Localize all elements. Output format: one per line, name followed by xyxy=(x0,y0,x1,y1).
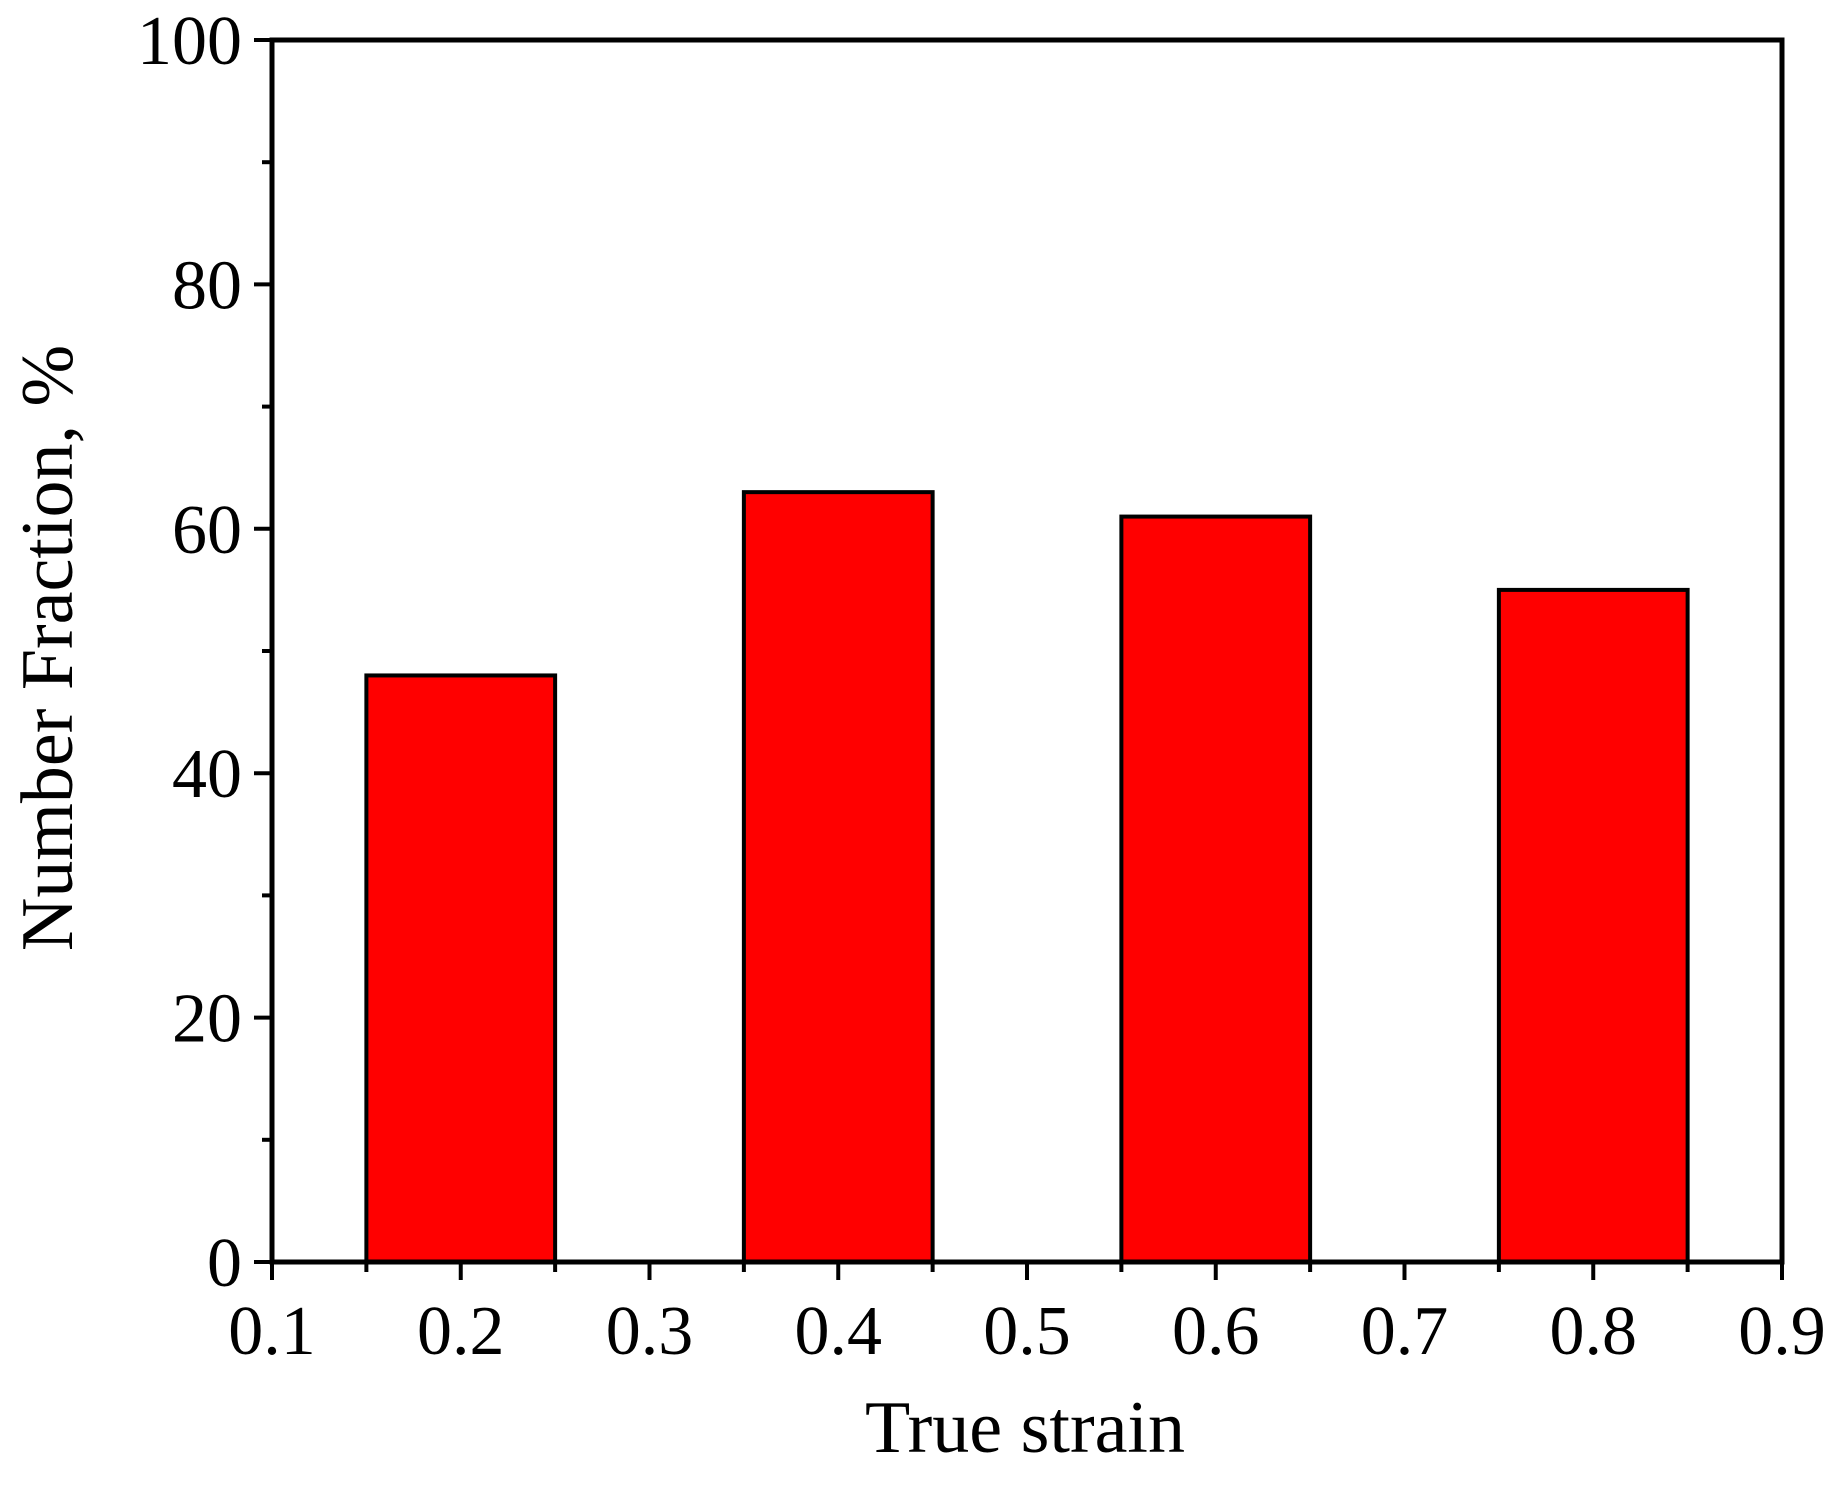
x-tick-label: 0.8 xyxy=(1550,1293,1638,1370)
x-tick-label: 0.2 xyxy=(417,1293,505,1370)
x-tick-label: 0.1 xyxy=(228,1293,316,1370)
bars-group xyxy=(364,490,1690,1264)
x-tick-label: 0.6 xyxy=(1172,1293,1260,1370)
y-tick-label: 0 xyxy=(207,1225,242,1302)
bar-0.8 xyxy=(1496,587,1690,1264)
x-tick-label: 0.7 xyxy=(1361,1293,1449,1370)
x-axis-title: True strain xyxy=(865,1387,1185,1469)
y-tick-label: 20 xyxy=(172,981,242,1058)
y-tick-label: 80 xyxy=(172,247,242,324)
y-tick-label: 40 xyxy=(172,736,242,813)
bar-0.6 xyxy=(1119,514,1313,1264)
x-tick-label: 0.3 xyxy=(606,1293,694,1370)
y-axis-title: Number Fraction, % xyxy=(7,345,89,951)
bar-0.4 xyxy=(741,490,935,1264)
x-tick-label: 0.5 xyxy=(983,1293,1071,1370)
bar-0.2 xyxy=(364,673,558,1264)
y-tick-label: 100 xyxy=(137,3,242,80)
x-tick-label: 0.9 xyxy=(1738,1293,1826,1370)
x-tick-label: 0.4 xyxy=(795,1293,883,1370)
ticks-group xyxy=(254,38,1784,1280)
tick-labels-group: 0 20 40 60 80 100 0.1 0.2 0.3 0.4 0.5 0.6 0.7 0.8 0.9 xyxy=(137,3,1826,1370)
plot-frame xyxy=(269,37,1785,1265)
y-tick-label: 60 xyxy=(172,492,242,569)
